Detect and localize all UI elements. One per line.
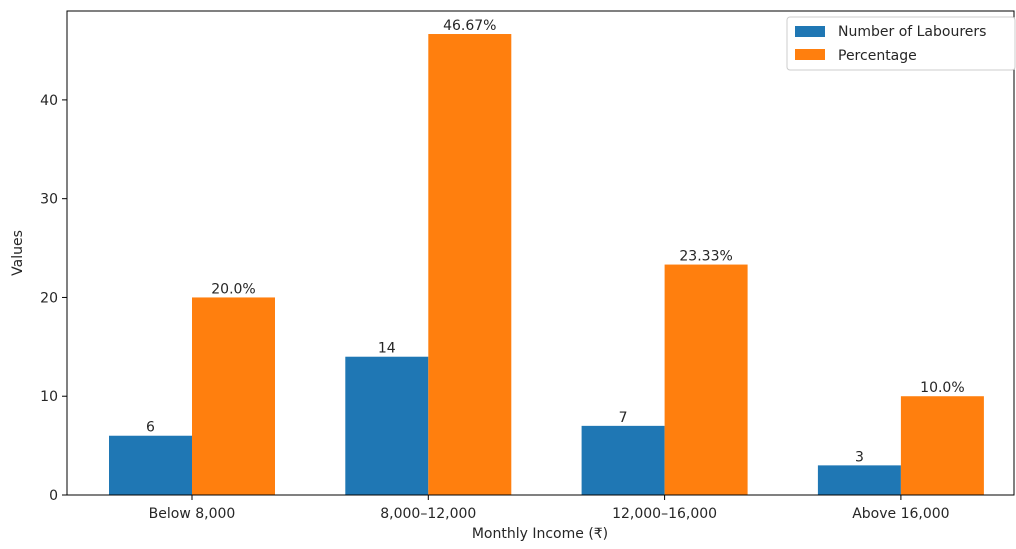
- bar-percentage: [900, 396, 984, 495]
- data-label: 23.33%: [679, 249, 732, 265]
- y-tick-label: 40: [40, 93, 58, 109]
- bar-percentage: [192, 297, 275, 495]
- legend-swatch-labourers: [795, 26, 825, 37]
- x-tick-label: Below 8,000: [149, 506, 236, 522]
- legend: Number of Labourers Percentage: [786, 16, 1016, 71]
- bar-percentage: [428, 34, 512, 495]
- plot-frame: [66, 10, 1015, 496]
- legend-label-labourers: Number of Labourers: [838, 24, 986, 40]
- bar-labourers: [345, 356, 429, 495]
- data-label: 6: [146, 420, 155, 436]
- y-axis-label: Values: [10, 230, 26, 276]
- data-label: 7: [619, 410, 628, 426]
- bar-labels-layer: 6 20.0% 14 46.67% 7 23.33% 3 10.0%: [146, 18, 965, 465]
- bar-labourers: [109, 435, 192, 495]
- x-tick-label: 12,000–16,000: [612, 506, 717, 522]
- legend-box: [786, 16, 1016, 71]
- data-label: 10.0%: [920, 380, 964, 396]
- legend-label-percentage: Percentage: [838, 48, 917, 64]
- data-label: 14: [378, 341, 396, 357]
- legend-swatch-percentage: [795, 49, 825, 60]
- data-label: 46.67%: [443, 18, 496, 34]
- y-tick-label: 20: [40, 290, 58, 306]
- axes-layer: [66, 10, 1015, 496]
- y-tick-label: 10: [40, 389, 58, 405]
- x-axis-label: Monthly Income (₹): [472, 526, 608, 542]
- data-label: 20.0%: [211, 281, 255, 297]
- x-ticks: Below 8,000 8,000–12,000 12,000–16,000 Abov…: [149, 495, 950, 522]
- data-label: 3: [855, 449, 864, 465]
- y-tick-label: 0: [49, 488, 58, 504]
- bars-layer: [109, 34, 984, 495]
- y-tick-label: 30: [40, 192, 58, 208]
- bar-percentage: [664, 264, 748, 495]
- x-tick-label: 8,000–12,000: [380, 506, 476, 522]
- x-tick-label: Above 16,000: [852, 506, 949, 522]
- y-ticks: 0 10 20 30 40: [40, 93, 67, 504]
- bar-labourers: [817, 465, 901, 495]
- bar-labourers: [581, 425, 665, 495]
